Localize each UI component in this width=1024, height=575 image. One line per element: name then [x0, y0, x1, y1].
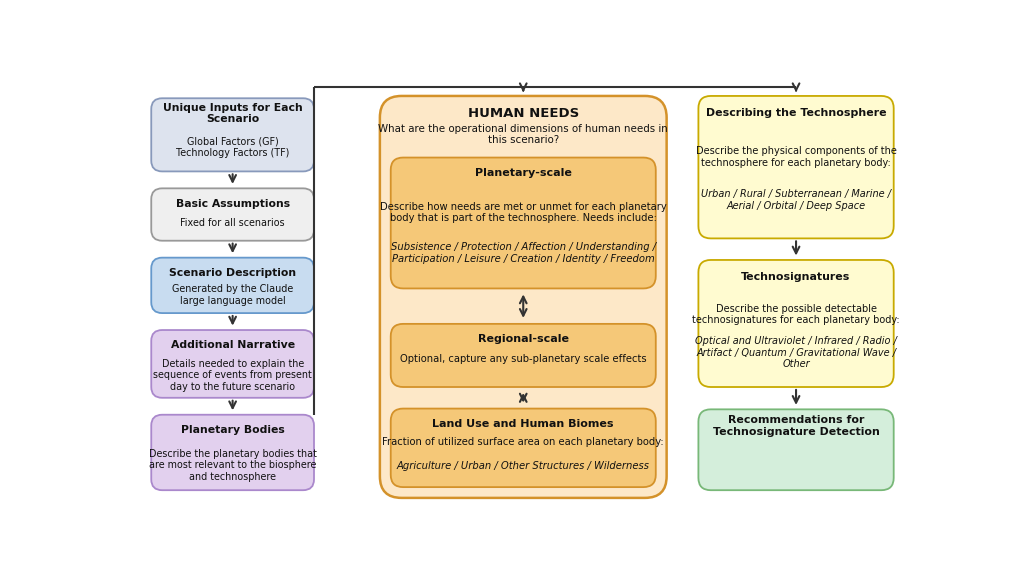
Text: Fixed for all scenarios: Fixed for all scenarios: [180, 218, 285, 228]
Text: Optional, capture any sub-planetary scale effects: Optional, capture any sub-planetary scal…: [400, 354, 646, 364]
Text: What are the operational dimensions of human needs in
this scenario?: What are the operational dimensions of h…: [379, 124, 668, 145]
FancyBboxPatch shape: [391, 324, 655, 387]
Text: Planetary Bodies: Planetary Bodies: [181, 425, 285, 435]
Text: Urban / Rural / Subterranean / Marine /
Aerial / Orbital / Deep Space: Urban / Rural / Subterranean / Marine / …: [701, 189, 891, 211]
Text: Basic Assumptions: Basic Assumptions: [175, 199, 290, 209]
FancyBboxPatch shape: [152, 258, 314, 313]
Text: Recommendations for
Technosignature Detection: Recommendations for Technosignature Dete…: [713, 416, 880, 437]
Text: HUMAN NEEDS: HUMAN NEEDS: [468, 107, 579, 120]
FancyBboxPatch shape: [152, 330, 314, 398]
Text: Regional-scale: Regional-scale: [478, 334, 568, 344]
Text: Additional Narrative: Additional Narrative: [171, 340, 295, 350]
FancyBboxPatch shape: [380, 96, 667, 498]
FancyBboxPatch shape: [698, 409, 894, 490]
Text: Scenario Description: Scenario Description: [169, 268, 296, 278]
Text: Generated by the Claude
large language model: Generated by the Claude large language m…: [172, 284, 293, 305]
Text: Planetary-scale: Planetary-scale: [475, 168, 571, 178]
Text: Describing the Technosphere: Describing the Technosphere: [706, 108, 887, 118]
Text: Describe the possible detectable
technosignatures for each planetary body:: Describe the possible detectable technos…: [692, 304, 900, 325]
FancyBboxPatch shape: [698, 260, 894, 387]
FancyBboxPatch shape: [391, 158, 655, 289]
Text: Subsistence / Protection / Affection / Understanding /
Participation / Leisure /: Subsistence / Protection / Affection / U…: [391, 242, 655, 264]
FancyBboxPatch shape: [391, 409, 655, 487]
Text: Describe how needs are met or unmet for each planetary
body that is part of the : Describe how needs are met or unmet for …: [380, 202, 667, 223]
Text: Describe the planetary bodies that
are most relevant to the biosphere
and techno: Describe the planetary bodies that are m…: [148, 448, 316, 482]
Text: Fraction of utilized surface area on each planetary body:: Fraction of utilized surface area on eac…: [382, 436, 664, 447]
Text: Land Use and Human Biomes: Land Use and Human Biomes: [432, 419, 614, 429]
Text: Technosignatures: Technosignatures: [741, 272, 851, 282]
Text: Optical and Ultraviolet / Infrared / Radio /
Artifact / Quantum / Gravitational : Optical and Ultraviolet / Infrared / Rad…: [695, 336, 897, 369]
Text: Describe the physical components of the
technosphere for each planetary body:: Describe the physical components of the …: [695, 147, 896, 168]
Text: Global Factors (GF)
Technology Factors (TF): Global Factors (GF) Technology Factors (…: [176, 136, 290, 158]
Text: Agriculture / Urban / Other Structures / Wilderness: Agriculture / Urban / Other Structures /…: [396, 461, 650, 471]
Text: Details needed to explain the
sequence of events from present
day to the future : Details needed to explain the sequence o…: [154, 359, 312, 392]
FancyBboxPatch shape: [152, 98, 314, 171]
FancyBboxPatch shape: [698, 96, 894, 239]
Text: Unique Inputs for Each
Scenario: Unique Inputs for Each Scenario: [163, 103, 302, 124]
FancyBboxPatch shape: [152, 415, 314, 490]
FancyBboxPatch shape: [152, 189, 314, 241]
